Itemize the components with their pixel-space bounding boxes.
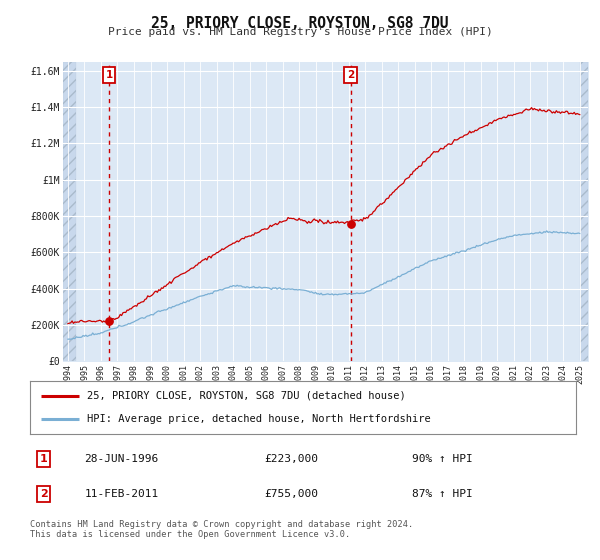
Text: 28-JUN-1996: 28-JUN-1996: [85, 454, 159, 464]
Text: 25, PRIORY CLOSE, ROYSTON, SG8 7DU: 25, PRIORY CLOSE, ROYSTON, SG8 7DU: [151, 16, 449, 31]
Text: 11-FEB-2011: 11-FEB-2011: [85, 489, 159, 499]
Point: [104, 316, 114, 325]
Text: £755,000: £755,000: [265, 489, 319, 499]
Text: 2: 2: [347, 70, 354, 80]
Text: 1: 1: [106, 70, 113, 80]
Text: 87% ↑ HPI: 87% ↑ HPI: [412, 489, 473, 499]
Point: [346, 220, 355, 228]
Text: 1: 1: [40, 454, 47, 464]
Text: HPI: Average price, detached house, North Hertfordshire: HPI: Average price, detached house, Nort…: [88, 414, 431, 424]
Text: £223,000: £223,000: [265, 454, 319, 464]
Text: 2: 2: [40, 489, 47, 499]
Text: Price paid vs. HM Land Registry's House Price Index (HPI): Price paid vs. HM Land Registry's House …: [107, 27, 493, 37]
Text: Contains HM Land Registry data © Crown copyright and database right 2024.
This d: Contains HM Land Registry data © Crown c…: [30, 520, 413, 539]
Text: 25, PRIORY CLOSE, ROYSTON, SG8 7DU (detached house): 25, PRIORY CLOSE, ROYSTON, SG8 7DU (deta…: [88, 391, 406, 401]
Text: 90% ↑ HPI: 90% ↑ HPI: [412, 454, 473, 464]
